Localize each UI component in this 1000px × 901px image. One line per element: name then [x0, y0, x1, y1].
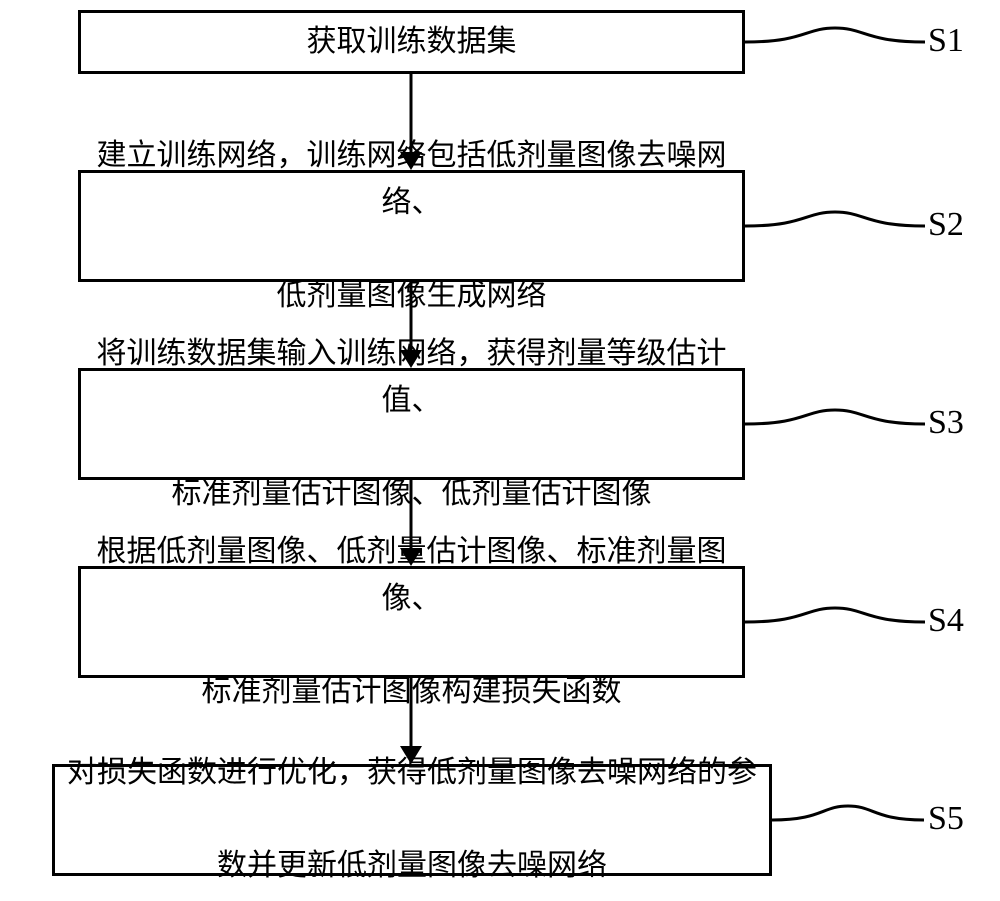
step-label-s2: S2 — [928, 206, 964, 244]
flow-node-s1: 获取训练数据集 — [78, 10, 745, 74]
flow-node-s1-text: 获取训练数据集 — [307, 19, 517, 66]
flow-node-s3: 将训练数据集输入训练网络，获得剂量等级估计值、标准剂量估计图像、低剂量估计图像 — [78, 368, 745, 480]
flow-node-s2: 建立训练网络，训练网络包括低剂量图像去噪网络、低剂量图像生成网络 — [78, 170, 745, 282]
flow-node-s4: 根据低剂量图像、低剂量估计图像、标准剂量图像、标准剂量估计图像构建损失函数 — [78, 566, 745, 678]
flow-node-s5-text: 对损失函数进行优化，获得低剂量图像去噪网络的参数并更新低剂量图像去噪网络 — [67, 750, 757, 890]
arrow-s3-s4 — [400, 480, 422, 566]
connector-s1 — [745, 24, 925, 54]
flow-node-s5: 对损失函数进行优化，获得低剂量图像去噪网络的参数并更新低剂量图像去噪网络 — [52, 764, 772, 876]
arrow-s1-s2 — [400, 74, 422, 170]
step-label-s3: S3 — [928, 404, 964, 442]
step-label-s4: S4 — [928, 602, 964, 640]
arrow-s4-s5 — [400, 678, 422, 764]
connector-s5 — [772, 802, 924, 832]
flowchart-canvas: 获取训练数据集 建立训练网络，训练网络包括低剂量图像去噪网络、低剂量图像生成网络… — [0, 0, 1000, 901]
connector-s4 — [745, 604, 925, 634]
step-label-s1: S1 — [928, 22, 964, 60]
arrow-s2-s3 — [400, 282, 422, 368]
step-label-s5: S5 — [928, 800, 964, 838]
connector-s3 — [745, 406, 925, 436]
connector-s2 — [745, 208, 925, 238]
